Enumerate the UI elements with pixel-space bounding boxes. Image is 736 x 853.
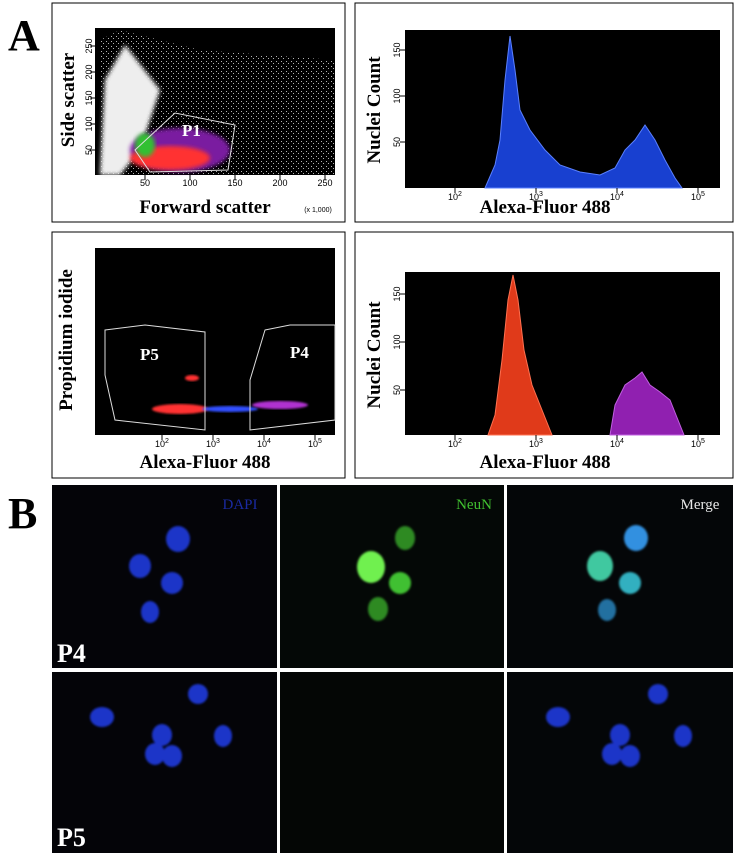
event-cloud — [100, 45, 160, 175]
tick-exponent: 5 — [701, 191, 705, 198]
gate — [249, 324, 336, 431]
tick-base: 10 — [448, 192, 458, 202]
tick-exponent: 3 — [216, 438, 220, 445]
channel-label: Merge — [681, 497, 720, 513]
panel-frame — [354, 231, 734, 479]
tick-label: 102 — [448, 438, 462, 449]
panel-label: B — [8, 489, 37, 538]
gate-label: P5 — [140, 345, 159, 364]
tick-base: 10 — [691, 439, 701, 449]
micrograph — [507, 485, 733, 668]
tick-exponent: 4 — [620, 438, 624, 445]
tick-base: 10 — [308, 439, 318, 449]
tick-exponent: 4 — [267, 438, 271, 445]
tick-base: 10 — [257, 439, 267, 449]
tick-exponent: 4 — [620, 191, 624, 198]
row-label: P5 — [57, 823, 86, 852]
y-axis-label: Side scatter — [58, 52, 79, 147]
tick-label: 150 — [84, 90, 94, 105]
tick-base: 10 — [529, 439, 539, 449]
x-axis-label: Alexa-Fluor 488 — [139, 452, 270, 473]
nuclei — [546, 525, 692, 767]
tick-exponent: 2 — [458, 191, 462, 198]
tick-label: 105 — [691, 191, 705, 202]
tick-label: 50 — [84, 145, 94, 155]
event-cloud — [135, 133, 155, 157]
gate — [104, 324, 206, 431]
tick-exponent: 2 — [458, 438, 462, 445]
event-cloud — [252, 401, 308, 409]
tick-base: 10 — [610, 192, 620, 202]
tick-label: 103 — [529, 191, 543, 202]
gate-label: P1 — [182, 121, 201, 140]
panel-frame — [354, 2, 734, 223]
x-axis-label: Forward scatter — [139, 197, 271, 218]
tick-base: 10 — [206, 439, 216, 449]
histogram — [487, 274, 553, 436]
tick-label: 102 — [155, 438, 169, 449]
channel-label: DAPI — [222, 497, 257, 513]
channel-label: NeuN — [456, 497, 492, 513]
tick-base: 10 — [529, 192, 539, 202]
tick-label: 150 — [227, 178, 242, 188]
row-label: P4 — [57, 639, 86, 668]
tick-label: 100 — [392, 88, 402, 103]
histogram — [609, 371, 685, 436]
tick-label: 104 — [257, 438, 271, 449]
tick-base: 10 — [155, 439, 165, 449]
micrograph — [280, 672, 504, 853]
tick-base: 10 — [448, 439, 458, 449]
panel-frame — [51, 2, 346, 223]
tick-label: 200 — [84, 64, 94, 79]
tick-label: 103 — [529, 438, 543, 449]
tick-label: 100 — [182, 178, 197, 188]
tick-exponent: 2 — [165, 438, 169, 445]
event-cloud — [185, 375, 199, 381]
tick-label: 50 — [392, 385, 402, 395]
tick-label: 105 — [691, 438, 705, 449]
tick-exponent: 5 — [318, 438, 322, 445]
event-cloud — [152, 404, 208, 414]
histogram — [484, 35, 683, 189]
panel-label: A — [8, 11, 40, 60]
tick-label: 100 — [84, 116, 94, 131]
tick-label: 105 — [308, 438, 322, 449]
tick-label: 50 — [392, 137, 402, 147]
tick-label: 104 — [610, 191, 624, 202]
nuclei — [90, 526, 232, 767]
axis-unit: (x 1,000) — [304, 207, 332, 214]
tick-label: 250 — [84, 38, 94, 53]
tick-label: 102 — [448, 191, 462, 202]
tick-label: 200 — [272, 178, 287, 188]
tick-exponent: 3 — [539, 191, 543, 198]
tick-base: 10 — [610, 439, 620, 449]
event-cloud — [202, 406, 258, 412]
gate-label: P4 — [290, 343, 309, 362]
micrograph — [507, 672, 733, 853]
tick-label: 150 — [392, 286, 402, 301]
tick-label: 104 — [610, 438, 624, 449]
tick-label: 250 — [317, 178, 332, 188]
x-axis-label: Alexa-Fluor 488 — [479, 197, 610, 218]
y-axis-label: Nuclei Count — [364, 301, 385, 409]
tick-label: 150 — [392, 42, 402, 57]
nuclei — [357, 526, 415, 621]
tick-exponent: 3 — [539, 438, 543, 445]
y-axis-label: Propidium iodide — [56, 269, 77, 411]
y-axis-label: Nuclei Count — [364, 56, 385, 164]
tick-base: 10 — [691, 192, 701, 202]
panel-frame — [51, 231, 346, 479]
tick-label: 100 — [392, 334, 402, 349]
plot-area — [405, 30, 720, 188]
tick-exponent: 5 — [701, 438, 705, 445]
gate — [134, 112, 236, 173]
tick-label: 50 — [140, 178, 150, 188]
x-axis-label: Alexa-Fluor 488 — [479, 452, 610, 473]
micrograph-grid: DAPI NeuN Merge P4 P5 — [52, 485, 733, 853]
tick-label: 103 — [206, 438, 220, 449]
